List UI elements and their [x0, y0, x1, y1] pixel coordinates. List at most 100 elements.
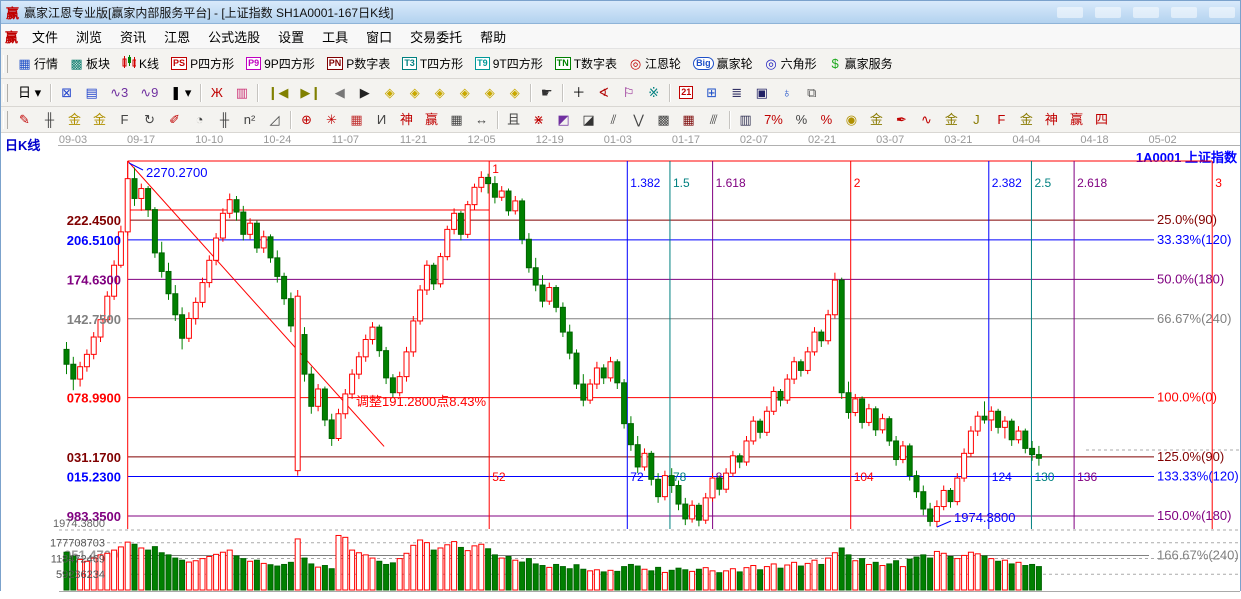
volume-bar[interactable]	[478, 543, 485, 591]
t-number-table-button[interactable]: TN T数字表	[549, 53, 623, 74]
volume-bar[interactable]	[342, 536, 349, 591]
wave-3-icon[interactable]: ∿3	[104, 83, 134, 102]
volume-bar[interactable]	[430, 549, 437, 591]
menu-item-trade-entrust[interactable]: 交易委托	[410, 29, 463, 45]
volume-bar[interactable]	[655, 566, 662, 591]
volume-bar[interactable]	[621, 566, 628, 591]
volume-bar[interactable]	[865, 563, 872, 591]
volume-bar[interactable]	[505, 555, 512, 591]
volume-bar[interactable]	[321, 565, 328, 591]
volume-bar[interactable]	[831, 552, 838, 591]
pen-flag-icon[interactable]: ✒	[889, 110, 914, 129]
ying-fence-icon[interactable]: 赢	[419, 110, 444, 129]
si-angle-icon[interactable]: 四	[1089, 110, 1114, 129]
gold-angle-icon[interactable]: 金	[1014, 110, 1039, 129]
volume-bar[interactable]	[797, 565, 804, 591]
volume-bar[interactable]	[838, 547, 845, 591]
crosshair-tool-icon[interactable]: ＋	[566, 83, 591, 102]
volume-bar[interactable]	[607, 569, 614, 591]
histogram-icon[interactable]: ▥	[229, 83, 254, 102]
shen-fence-icon[interactable]: 神	[394, 110, 419, 129]
volume-bar[interactable]	[451, 541, 458, 591]
volume-bar[interactable]	[1001, 559, 1008, 591]
gann-wheel-button[interactable]: ◎ 江恩轮	[623, 53, 687, 74]
volume-bar[interactable]	[525, 558, 532, 591]
fence-tool-icon[interactable]: ╫	[37, 110, 62, 129]
volume-bar[interactable]	[600, 571, 607, 591]
volume-bar[interactable]	[294, 538, 301, 591]
flag-tool-icon[interactable]: ⚐	[616, 83, 641, 102]
volume-bar[interactable]	[328, 568, 335, 591]
i-mark-icon[interactable]: И	[369, 110, 394, 129]
titlebar-faded-item[interactable]	[1209, 6, 1235, 18]
volume-bar[interactable]	[158, 552, 165, 591]
volume-bar[interactable]	[172, 557, 179, 591]
volume-bar[interactable]	[444, 544, 451, 591]
volume-bar[interactable]	[247, 560, 254, 591]
menu-item-news[interactable]: 资讯	[120, 29, 147, 45]
volume-bar[interactable]	[532, 563, 539, 591]
gold-circle-icon[interactable]: ◉	[839, 110, 864, 129]
volume-bar[interactable]	[240, 558, 247, 591]
star-burst-icon[interactable]: ✳	[319, 110, 344, 129]
t-square-button[interactable]: T3 T四方形	[396, 53, 469, 74]
winner-service-button[interactable]: $ 赢家服务	[823, 53, 899, 74]
volume-bar[interactable]	[287, 561, 294, 591]
volume-bar[interactable]	[899, 566, 906, 591]
pattern-scan-icon[interactable]: ※	[641, 83, 666, 102]
volume-bar[interactable]	[933, 550, 940, 591]
volume-bar[interactable]	[1029, 563, 1036, 591]
volume-bar[interactable]	[512, 559, 519, 591]
volume-bar[interactable]	[723, 570, 730, 591]
volume-bar[interactable]	[213, 553, 220, 591]
volume-bar[interactable]	[559, 566, 566, 591]
hand-tool-icon[interactable]: ☛	[534, 83, 559, 102]
volume-bar[interactable]	[63, 551, 70, 591]
menu-item-window[interactable]: 窗口	[366, 29, 393, 45]
volume-bar[interactable]	[995, 560, 1002, 591]
last-bar-icon[interactable]: ▶❙	[294, 83, 327, 102]
volume-bar[interactable]	[1008, 563, 1015, 591]
volume-bar[interactable]	[920, 554, 927, 591]
volume-bar[interactable]	[580, 568, 587, 591]
wave-a-icon[interactable]: ∿	[914, 110, 939, 129]
gold-fence-1-icon[interactable]: 金	[62, 110, 87, 129]
volume-bar[interactable]	[777, 567, 784, 591]
grid-123-icon[interactable]: ▦	[444, 110, 469, 129]
volume-bar[interactable]	[539, 565, 546, 591]
network-icon[interactable]: ♁	[774, 83, 799, 102]
menu-item-browse[interactable]: 浏览	[76, 29, 103, 45]
volume-bar[interactable]	[369, 557, 376, 591]
kline-chart[interactable]: 09-03 09-17 10-10 10-24 11-07 11-21 12-05 12-19…	[1, 133, 1240, 594]
menu-item-file[interactable]: 文件	[32, 29, 59, 45]
ray-fan-icon[interactable]: ⋇	[526, 110, 551, 129]
diamond-star-icon[interactable]: ◈	[477, 83, 502, 102]
volume-bar[interactable]	[471, 545, 478, 591]
gold-fence-2-icon[interactable]: 金	[87, 110, 112, 129]
volume-bar[interactable]	[811, 559, 818, 591]
volume-bar[interactable]	[913, 556, 920, 591]
hexagon-button[interactable]: ◎ 六角形	[759, 53, 823, 74]
angle-line-icon[interactable]: ◿	[262, 110, 287, 129]
volume-bar[interactable]	[981, 555, 988, 591]
volume-bar[interactable]	[702, 567, 709, 591]
f-fence-icon[interactable]: F	[112, 110, 137, 129]
volume-bar[interactable]	[818, 563, 825, 591]
circle-wave-icon[interactable]: ◔	[187, 110, 212, 129]
volume-bar[interactable]	[274, 565, 281, 591]
volume-bar[interactable]	[396, 558, 403, 591]
p-square-button[interactable]: PS P四方形	[165, 53, 240, 74]
volume-bar[interactable]	[498, 557, 505, 591]
red-grid-icon[interactable]: ▦	[344, 110, 369, 129]
volume-bar[interactable]	[349, 549, 356, 591]
frame-lines-icon[interactable]: 且	[501, 110, 526, 129]
volume-bar[interactable]	[117, 546, 124, 591]
volume-bar[interactable]	[845, 554, 852, 591]
volume-bar[interactable]	[185, 561, 192, 591]
volume-bar[interactable]	[729, 568, 736, 591]
titlebar-faded-item[interactable]	[1133, 6, 1159, 18]
volume-bar[interactable]	[403, 552, 410, 591]
volume-bar[interactable]	[192, 560, 199, 591]
winner-wheel-button[interactable]: Big 赢家轮	[687, 53, 759, 74]
volume-bar[interactable]	[954, 558, 961, 591]
